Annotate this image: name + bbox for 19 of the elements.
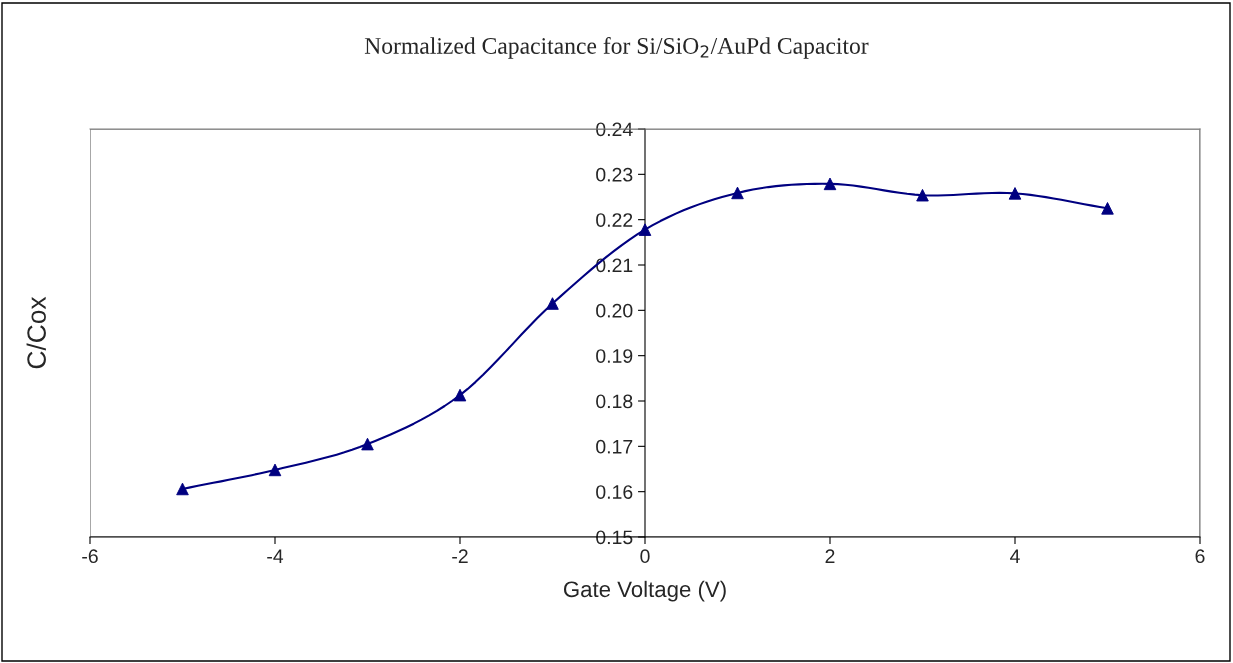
y-tick-label: 0.22 bbox=[596, 213, 633, 227]
x-tick-label: -6 bbox=[82, 549, 98, 564]
chart-title: Normalized Capacitance for Si/SiO$_{2}$/AuPd Capacitor bbox=[364, 37, 869, 59]
y-tick-label: 0.21 bbox=[596, 258, 633, 273]
y-tick-label: 0.24 bbox=[596, 122, 633, 137]
x-tick-label: 4 bbox=[1010, 549, 1020, 563]
x-tick-label: 0 bbox=[640, 549, 650, 564]
x-tick-label: 6 bbox=[1195, 549, 1205, 564]
y-axis-title: C/Cox bbox=[26, 296, 46, 369]
x-tick-label: 2 bbox=[825, 549, 835, 563]
y-tick-label: 0.16 bbox=[596, 485, 633, 499]
y-tick-label: 0.23 bbox=[596, 167, 633, 182]
x-axis-title: Gate Voltage (V) bbox=[563, 580, 726, 602]
y-tick-label: 0.19 bbox=[596, 349, 633, 363]
y-tick-label: 0.20 bbox=[596, 303, 633, 318]
y-tick-label: 0.18 bbox=[596, 394, 633, 409]
x-tick-label: -2 bbox=[452, 549, 468, 563]
x-tick-label: -4 bbox=[267, 549, 284, 563]
y-tick-label: 0.17 bbox=[596, 439, 633, 454]
